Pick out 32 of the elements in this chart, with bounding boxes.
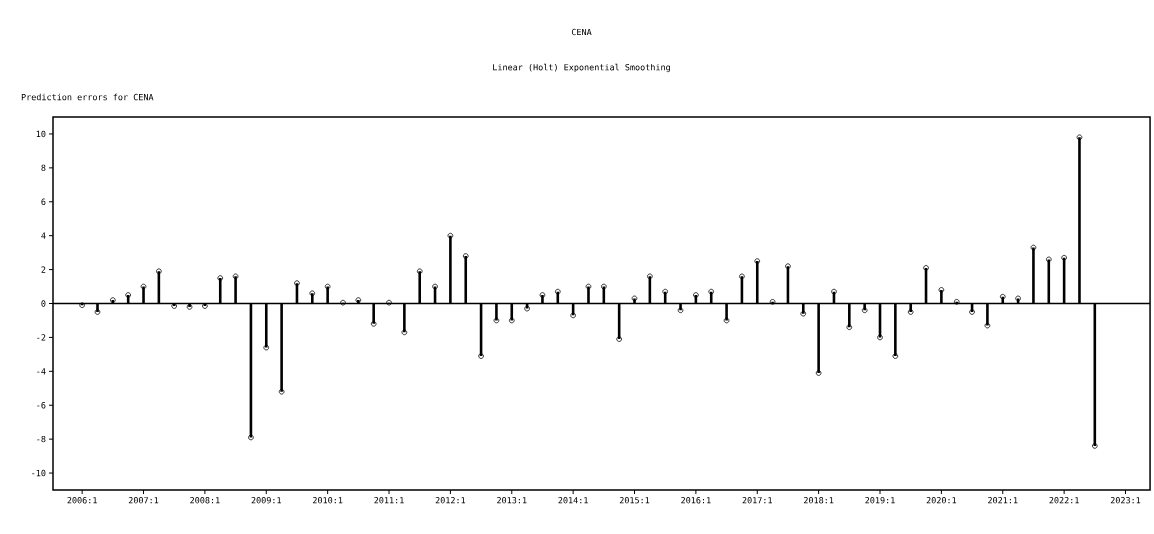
y-tick-label: 4 <box>41 232 46 239</box>
y-tick-label: 0 <box>41 300 46 307</box>
x-tick-label: 2013:1 <box>497 497 527 504</box>
x-tick-label: 2020:1 <box>926 497 957 504</box>
x-tick-label: 2011:1 <box>374 497 404 504</box>
x-tick-label: 2012:1 <box>435 497 466 504</box>
y-tick-label: 2 <box>41 266 46 273</box>
x-tick-label: 2008:1 <box>190 497 220 504</box>
y-axis-title: Prediction errors for CENA <box>21 93 154 101</box>
x-tick-label: 2023:1 <box>1110 497 1141 504</box>
x-tick-label: 2021:1 <box>988 497 1018 504</box>
y-tick-label: 10 <box>36 130 46 138</box>
x-tick-label: 2017:1 <box>742 497 772 504</box>
y-tick-label: 6 <box>41 198 46 205</box>
x-tick-label: 2010:1 <box>312 497 343 504</box>
x-tick-label: 2014:1 <box>558 497 588 504</box>
chart-subtitle: Linear (Holt) Exponential Smoothing <box>493 63 670 73</box>
x-tick-label: 2019:1 <box>865 497 895 504</box>
chart-title: CENA <box>571 28 592 36</box>
y-tick-label: -10 <box>32 469 46 477</box>
x-tick-label: 2015:1 <box>619 497 650 504</box>
y-tick-label: -6 <box>37 402 46 409</box>
y-tick-label: -4 <box>37 368 46 375</box>
y-tick-label: 8 <box>41 164 46 172</box>
x-tick-label: 2018:1 <box>803 497 834 504</box>
x-tick-label: 2006:1 <box>67 497 97 504</box>
y-tick-label: -2 <box>37 334 46 341</box>
y-tick-label: -8 <box>37 435 46 443</box>
x-tick-label: 2007:1 <box>128 497 159 504</box>
x-tick-label: 2022:1 <box>1049 497 1079 504</box>
x-tick-label: 2009:1 <box>251 497 281 504</box>
x-tick-label: 2016:1 <box>681 497 711 504</box>
